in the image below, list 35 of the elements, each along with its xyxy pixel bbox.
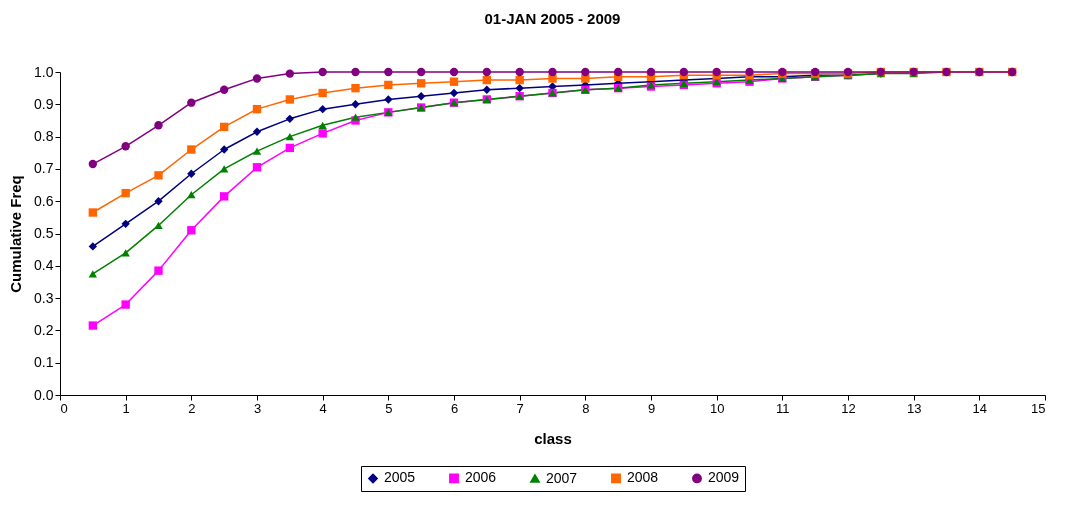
legend-label: 2008 <box>627 469 659 486</box>
x-tick-label: 15 <box>1031 400 1046 416</box>
x-tick-label: 9 <box>647 400 656 416</box>
y-tick-label: 1.0 <box>34 63 54 80</box>
legend-label: 2009 <box>708 469 740 486</box>
y-tick-label: 0.3 <box>34 289 54 306</box>
x-tick-label: 6 <box>450 400 459 416</box>
legend-label: 2007 <box>546 469 578 486</box>
x-tick-label: 13 <box>906 400 922 416</box>
x-tick-label: 2 <box>188 400 196 416</box>
y-tick-label: 0.6 <box>34 192 54 209</box>
x-tick-label: 12 <box>841 400 856 416</box>
x-tick-label: 8 <box>582 400 590 416</box>
x-tick-label: 1 <box>122 400 130 416</box>
y-tick-label: 0.2 <box>34 321 54 338</box>
y-tick-label: 0.8 <box>34 128 54 145</box>
x-tick-label: 4 <box>319 400 327 416</box>
x-tick-label: 7 <box>516 400 524 416</box>
y-tick-label: 0.1 <box>34 354 54 371</box>
legend-label: 2006 <box>465 469 497 486</box>
x-tick-label: 5 <box>385 400 393 416</box>
x-tick-label: 11 <box>776 400 790 416</box>
y-axis-title: Cumulative Freq <box>7 175 25 293</box>
y-tick-label: 0.4 <box>34 257 54 274</box>
x-axis-title: class <box>534 429 572 447</box>
y-tick-label: 0.5 <box>34 225 54 241</box>
x-tick-label: 0 <box>60 400 68 416</box>
y-tick-label: 0.7 <box>34 160 54 177</box>
x-tick-label: 10 <box>709 400 725 416</box>
y-tick-label: 0.9 <box>34 95 54 112</box>
legend-label: 2005 <box>384 469 416 486</box>
x-tick-label: 3 <box>253 400 262 416</box>
x-tick-label: 14 <box>972 400 988 416</box>
chart-title: 01-JAN 2005 - 2009 <box>484 10 621 27</box>
y-tick-label: 0.0 <box>34 386 54 403</box>
